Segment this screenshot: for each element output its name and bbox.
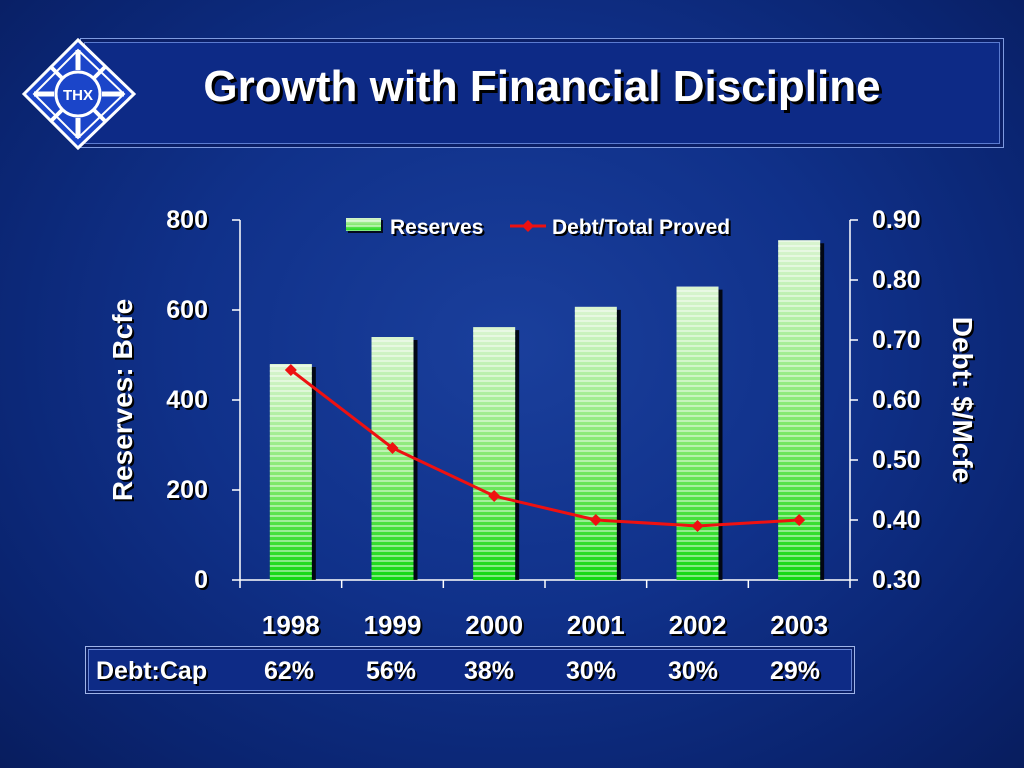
x-tick-label: 2002 — [669, 610, 727, 640]
y-right-tick-label-shadow: 0.60 — [874, 388, 923, 416]
debt-cap-value-2000: 38% — [464, 657, 515, 685]
y-right-tick-label: 0.50 — [872, 446, 921, 474]
y-right-tick-label: 0.90 — [872, 206, 921, 234]
y-tick-label: 0 — [194, 566, 208, 594]
title-frame — [80, 38, 1004, 148]
y-right-tick-label: 0.60 — [872, 386, 921, 414]
legend-reserves-stripes — [346, 218, 381, 231]
legend-debt-marker — [522, 220, 534, 232]
debt-cap-value-2003: 29% — [770, 657, 821, 685]
y-right-tick-label: 0.70 — [872, 326, 921, 354]
debt-cap-value-1999: 56% — [366, 657, 417, 685]
debt-point-2001 — [589, 514, 602, 526]
x-tick-label: 1999 — [364, 610, 422, 640]
debt-cap-value-2001: 30% — [566, 657, 617, 685]
y-tick-label: 800 — [166, 206, 208, 234]
debt-point-1999 — [386, 442, 399, 454]
bar-stripes-2000 — [473, 327, 516, 580]
y-axis-right-label: Debt: $/Mcfe — [947, 317, 978, 483]
y-right-tick-label-shadow: 0.80 — [874, 268, 923, 296]
bar-stripes-2002 — [676, 286, 719, 580]
x-tick-label: 2003 — [770, 610, 828, 640]
debt-cap-value-1998: 62% — [264, 657, 315, 685]
x-tick-label-shadow: 2002 — [671, 612, 729, 642]
y-tick-label-shadow: 200 — [168, 478, 210, 506]
y-right-tick-label-shadow: 0.70 — [874, 328, 923, 356]
y-tick-label-shadow: 800 — [168, 208, 210, 236]
x-tick-label-shadow: 2000 — [467, 612, 525, 642]
x-tick-label: 1998 — [262, 610, 320, 640]
legend-reserves-label: Reserves — [390, 216, 483, 239]
legend-debt-label: Debt/Total Proved — [552, 216, 730, 239]
debt-point-2002 — [691, 520, 704, 532]
company-logo: THX — [21, 37, 137, 151]
y-right-tick-label-shadow: 0.40 — [874, 508, 923, 536]
x-tick-label-shadow: 1998 — [264, 612, 322, 642]
y-right-tick-label: 0.80 — [872, 266, 921, 294]
x-tick-label: 2000 — [465, 610, 523, 640]
x-tick-label: 2001 — [567, 610, 625, 640]
y-tick-label-shadow: 400 — [168, 388, 210, 416]
bar-stripes-2001 — [574, 306, 617, 580]
y-right-tick-label: 0.30 — [872, 566, 921, 594]
y-tick-label: 200 — [166, 476, 208, 504]
bar-stripes-1998 — [269, 364, 312, 580]
logo-text: THX — [63, 87, 93, 104]
y-axis-right-label-shadow: Debt: $/Mcfe — [949, 319, 980, 485]
legend-debt-label-shadow: Debt/Total Proved — [554, 218, 732, 241]
bar-stripes-1999 — [371, 337, 414, 580]
debt-point-2003 — [793, 514, 806, 526]
debt-point-1998 — [284, 364, 297, 376]
y-right-tick-label-shadow: 0.30 — [874, 568, 923, 596]
x-tick-label-shadow: 1999 — [366, 612, 424, 642]
y-tick-label-shadow: 0 — [196, 568, 210, 596]
y-right-tick-label-shadow: 0.50 — [874, 448, 923, 476]
debt-cap-table — [85, 646, 855, 694]
debt-cap-label: Debt:Cap — [96, 657, 208, 685]
y-tick-label: 600 — [166, 296, 208, 324]
debt-line — [289, 368, 800, 528]
y-right-tick-label: 0.40 — [872, 506, 921, 534]
bar-stripes-2003 — [778, 240, 821, 580]
legend-reserves-label-shadow: Reserves — [392, 218, 485, 241]
debt-cap-value-2002: 30% — [668, 657, 719, 685]
debt-point-2000 — [488, 490, 501, 502]
x-tick-label-shadow: 2001 — [569, 612, 627, 642]
x-tick-label-shadow: 2003 — [772, 612, 830, 642]
y-tick-label-shadow: 600 — [168, 298, 210, 326]
y-axis-label-shadow: Reserves: Bcfe — [109, 301, 140, 503]
y-right-tick-label-shadow: 0.90 — [874, 208, 923, 236]
y-axis-label: Reserves: Bcfe — [107, 299, 138, 501]
page-title: Growth with Financial Discipline — [203, 62, 881, 111]
y-tick-label: 400 — [166, 386, 208, 414]
